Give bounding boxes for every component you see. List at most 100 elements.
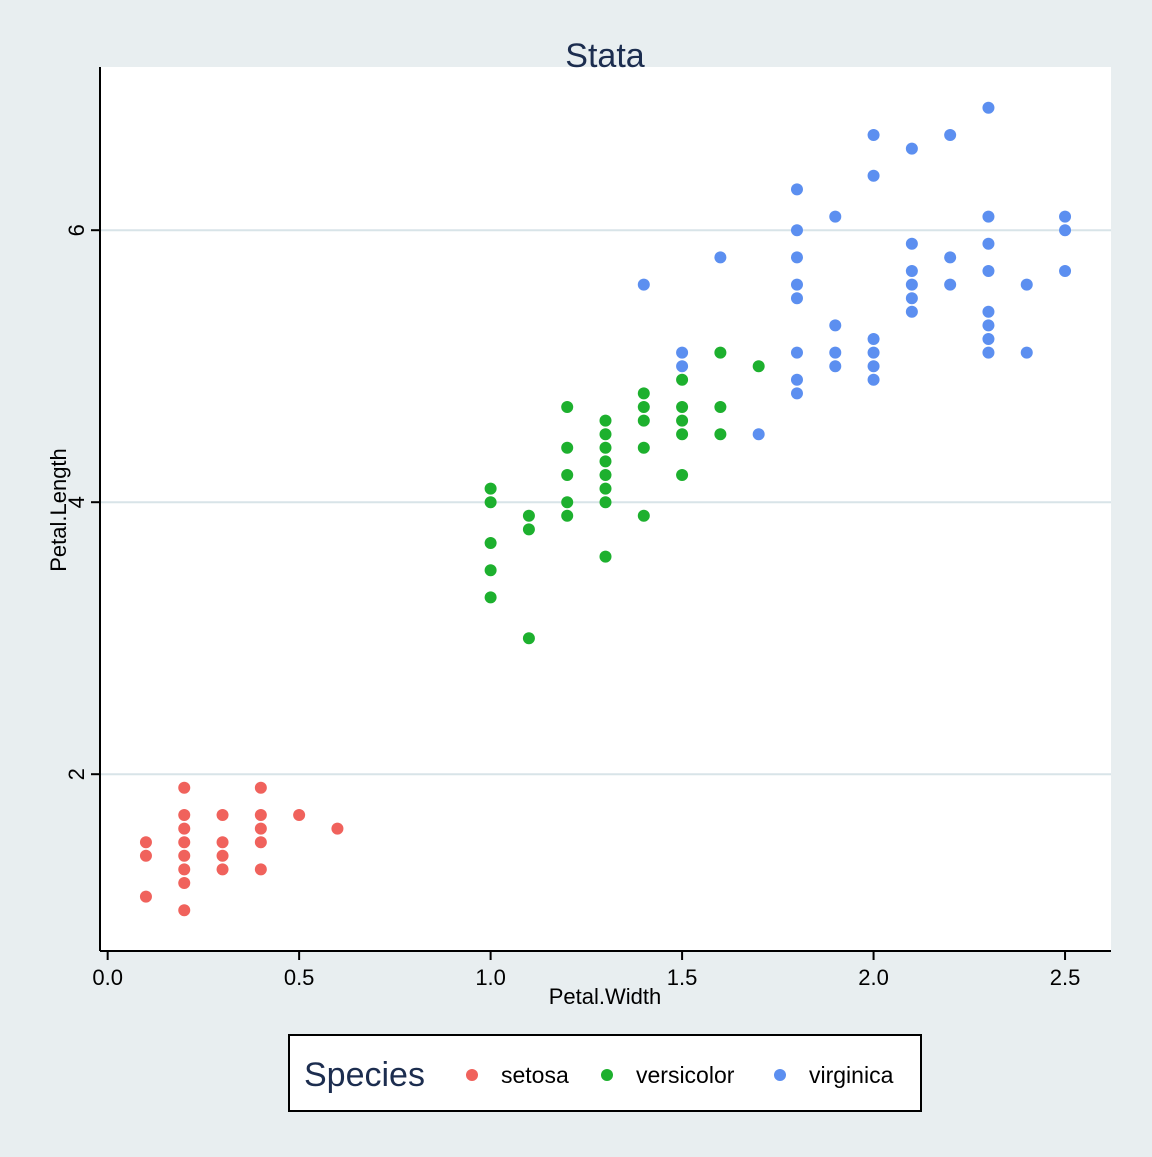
data-point-versicolor	[676, 414, 689, 427]
chart-title: Stata	[565, 37, 644, 75]
data-point-versicolor	[637, 441, 650, 454]
x-tick-label: 2.5	[1050, 965, 1081, 990]
data-point-versicolor	[484, 591, 497, 604]
data-point-virginica	[867, 373, 880, 386]
data-point-versicolor	[484, 564, 497, 577]
legend: Species setosa versicolor virginica	[288, 1034, 922, 1112]
data-point-virginica	[790, 224, 803, 237]
data-point-virginica	[790, 346, 803, 359]
data-point-versicolor	[599, 496, 612, 509]
data-point-virginica	[829, 210, 842, 223]
data-point-setosa	[254, 781, 267, 794]
legend-label-setosa: setosa	[501, 1062, 569, 1088]
data-point-versicolor	[714, 428, 727, 441]
data-point-versicolor	[561, 401, 574, 413]
data-point-virginica	[867, 129, 880, 141]
data-point-setosa	[331, 822, 344, 835]
data-point-versicolor	[561, 469, 574, 481]
data-point-virginica	[790, 278, 803, 291]
data-point-virginica	[790, 251, 803, 264]
data-point-virginica	[905, 278, 918, 291]
data-point-virginica	[1020, 346, 1033, 359]
data-point-versicolor	[561, 496, 574, 509]
data-point-virginica	[829, 360, 842, 373]
data-point-virginica	[905, 292, 918, 305]
data-point-versicolor	[637, 401, 650, 413]
legend-marker-versicolor	[601, 1069, 613, 1081]
data-point-versicolor	[676, 428, 689, 441]
data-points	[139, 101, 1072, 917]
data-point-virginica	[982, 346, 995, 359]
data-point-virginica	[829, 319, 842, 332]
data-point-setosa	[254, 836, 267, 849]
data-point-virginica	[752, 428, 765, 441]
axes: 0.0 0.5 1.0 1.5 2.0 2.5 2 4 6	[64, 67, 1111, 990]
data-point-virginica	[637, 278, 650, 291]
data-point-virginica	[790, 292, 803, 305]
data-point-versicolor	[637, 509, 650, 522]
data-point-virginica	[982, 265, 995, 277]
data-point-virginica	[944, 129, 957, 141]
data-point-virginica	[944, 278, 957, 291]
data-point-virginica	[790, 373, 803, 386]
y-tick-label: 6	[64, 224, 89, 236]
data-point-versicolor	[599, 428, 612, 441]
data-point-setosa	[216, 809, 229, 821]
data-point-virginica	[1059, 210, 1072, 223]
data-point-setosa	[178, 877, 191, 889]
data-point-virginica	[905, 305, 918, 318]
data-point-setosa	[178, 822, 191, 835]
data-point-versicolor	[599, 550, 612, 563]
data-point-virginica	[982, 210, 995, 223]
x-tick-label: 2.0	[858, 965, 889, 990]
y-axis-label: Petal.Length	[46, 448, 71, 572]
data-point-setosa	[178, 836, 191, 849]
data-point-setosa	[178, 809, 191, 821]
data-point-setosa	[216, 849, 229, 862]
data-point-virginica	[905, 142, 918, 155]
data-point-virginica	[1020, 278, 1033, 291]
data-point-setosa	[178, 904, 191, 917]
data-point-setosa	[216, 863, 229, 876]
y-tick-label: 4	[64, 496, 89, 508]
data-point-setosa	[216, 836, 229, 849]
data-point-virginica	[676, 346, 689, 359]
legend-label-versicolor: versicolor	[636, 1062, 735, 1088]
data-point-virginica	[982, 333, 995, 345]
data-point-versicolor	[599, 441, 612, 454]
y-tick-label: 2	[64, 768, 89, 780]
x-tick-label: 0.5	[284, 965, 315, 990]
data-point-versicolor	[752, 360, 765, 373]
data-point-versicolor	[561, 441, 574, 454]
data-point-virginica	[982, 237, 995, 250]
data-point-versicolor	[676, 373, 689, 386]
data-point-virginica	[790, 387, 803, 400]
legend-title: Species	[304, 1056, 425, 1094]
data-point-setosa	[254, 863, 267, 876]
data-point-virginica	[829, 346, 842, 359]
data-point-virginica	[867, 169, 880, 182]
data-point-virginica	[982, 101, 995, 114]
data-point-setosa	[139, 836, 152, 849]
data-point-versicolor	[484, 482, 497, 495]
x-tick-label: 0.0	[92, 965, 123, 990]
data-point-versicolor	[637, 387, 650, 400]
data-point-virginica	[714, 251, 727, 264]
data-point-setosa	[139, 890, 152, 903]
data-point-virginica	[905, 265, 918, 277]
data-point-versicolor	[522, 509, 535, 522]
data-point-virginica	[944, 251, 957, 264]
data-point-virginica	[867, 346, 880, 359]
data-point-setosa	[178, 849, 191, 862]
data-point-virginica	[905, 237, 918, 250]
data-point-versicolor	[599, 414, 612, 427]
data-point-versicolor	[599, 469, 612, 481]
data-point-versicolor	[599, 482, 612, 495]
data-point-versicolor	[714, 401, 727, 413]
data-point-versicolor	[676, 401, 689, 413]
data-point-versicolor	[637, 414, 650, 427]
data-point-virginica	[790, 183, 803, 196]
data-point-setosa	[178, 781, 191, 794]
